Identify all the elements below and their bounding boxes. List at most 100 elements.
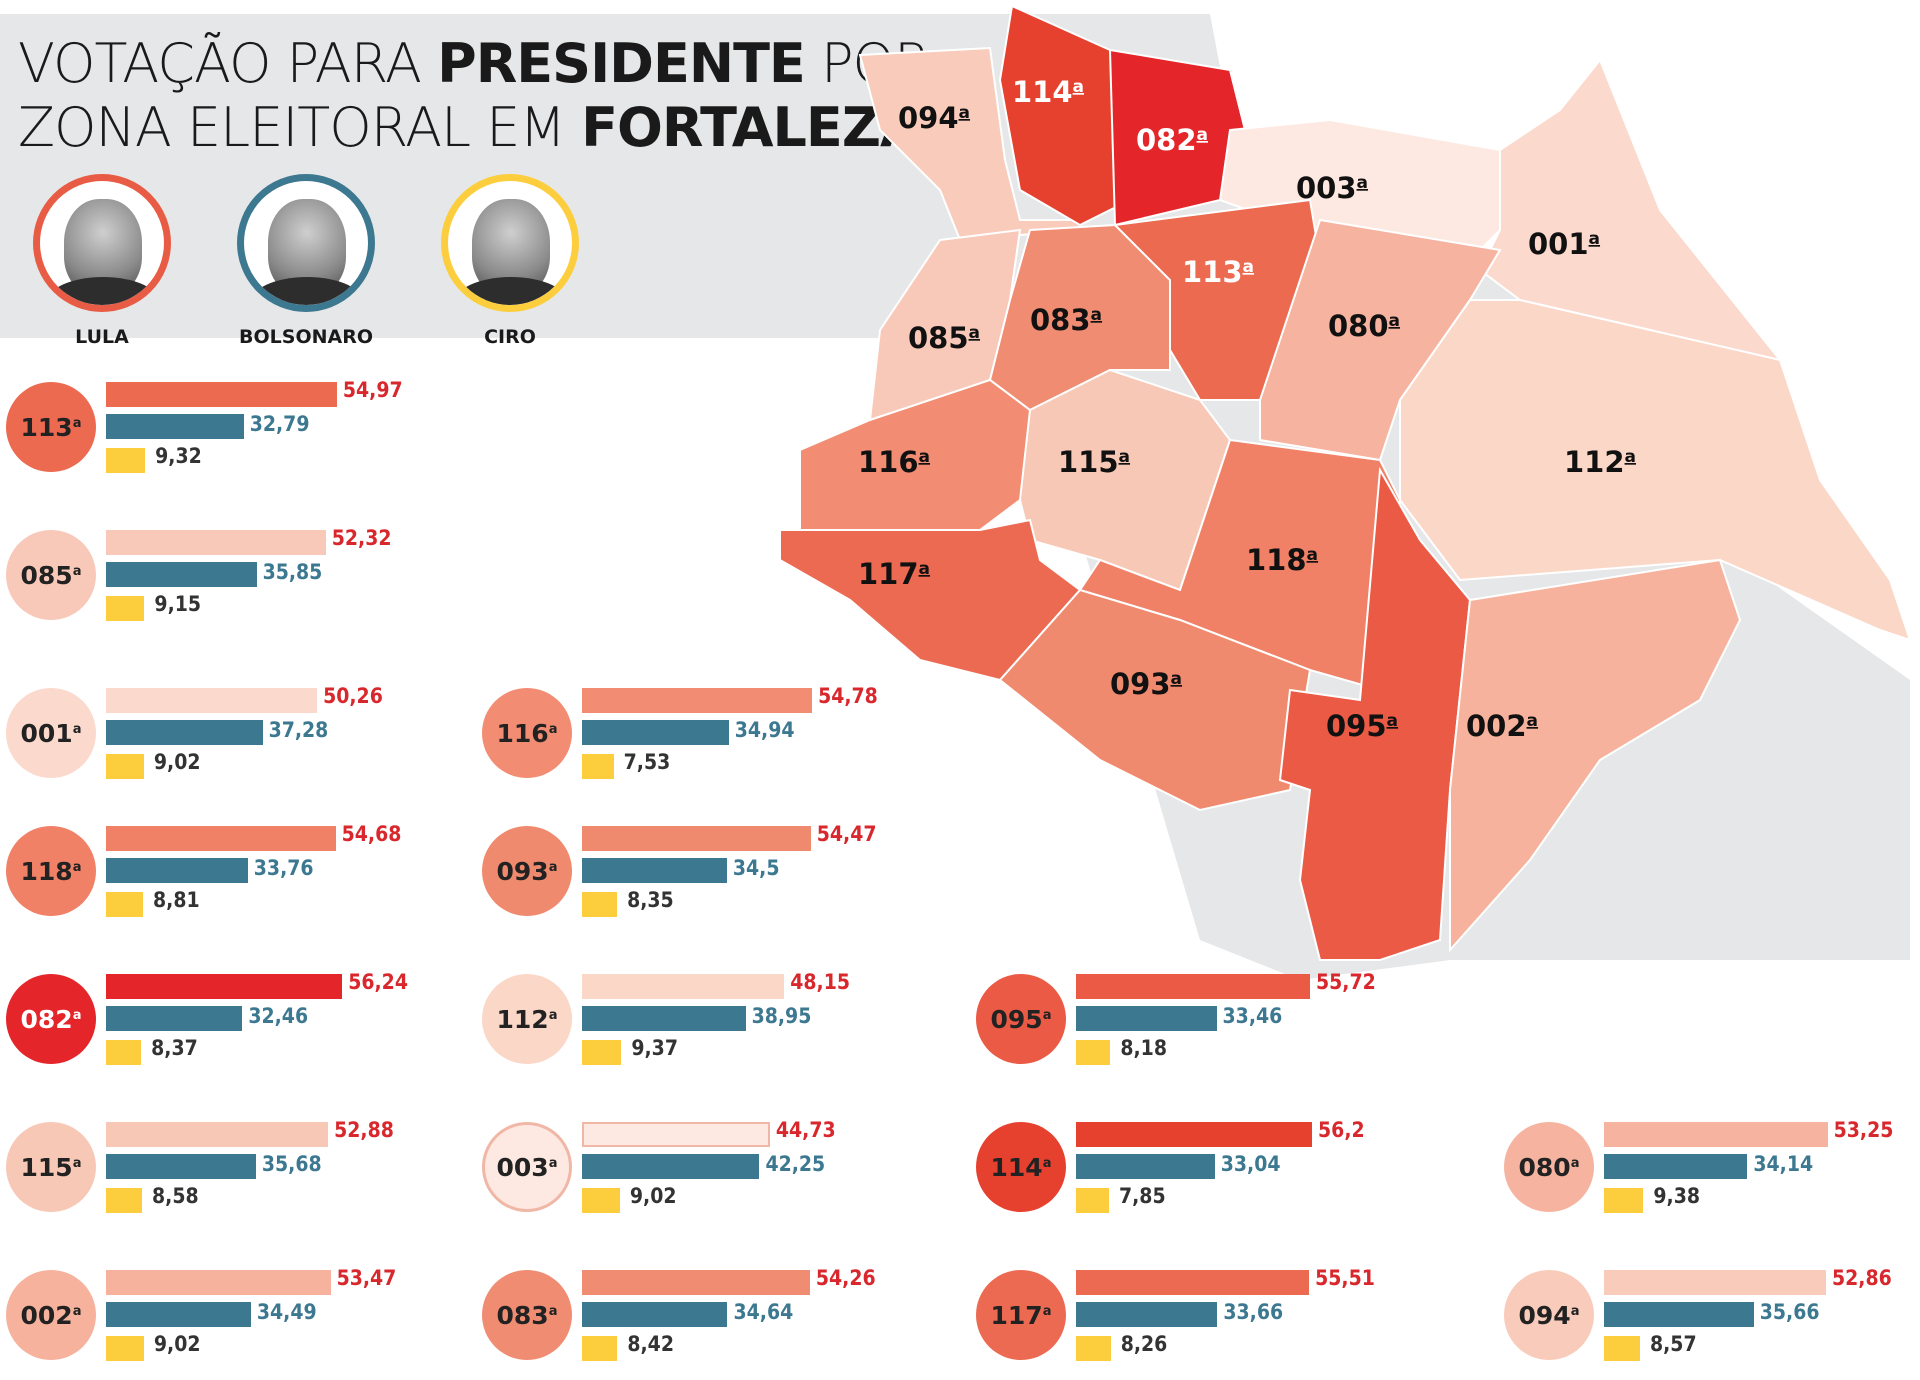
bar-bolsonaro — [106, 1154, 256, 1179]
bar-ciro — [582, 1188, 620, 1213]
bar-ciro — [106, 892, 143, 917]
value-lula: 52,32 — [331, 526, 392, 550]
value-ciro: 9,38 — [1653, 1184, 1701, 1208]
bar-ciro — [106, 596, 145, 621]
zone-badge-number: 095 — [990, 1004, 1043, 1034]
bar-lula — [582, 688, 813, 713]
bar-bolsonaro — [582, 858, 727, 883]
map-zone-label-113: 113a — [1182, 255, 1254, 289]
candidate-ciro: CIRO — [440, 174, 580, 348]
zone-badge-083: 083 a — [482, 1270, 572, 1360]
zone-badge-093: 093 a — [482, 826, 572, 916]
bar-lula — [106, 1270, 331, 1295]
bar-bolsonaro — [1076, 1006, 1217, 1031]
map-zone-label-118: 118a — [1246, 543, 1318, 577]
bolsonaro-photo-ring — [237, 174, 375, 312]
zone-113-area — [1112, 198, 1322, 401]
candidate-name-ciro: CIRO — [484, 326, 536, 348]
zone-badge-ordinal: a — [548, 859, 558, 875]
value-lula: 53,47 — [336, 1266, 397, 1290]
map-labels: 094a 114a 082a 003a 001a 085a 083a 113a 080a 116a… — [858, 75, 1636, 743]
value-bolsonaro: 38,95 — [751, 1004, 812, 1028]
zone-badge-ordinal: a — [1042, 1155, 1052, 1171]
bar-lula — [106, 974, 343, 999]
bar-ciro — [1076, 1336, 1111, 1361]
zone-chart-082: 082 a 56,24 32,46 8,37 — [6, 970, 436, 1074]
zone-112-area — [1399, 299, 1912, 642]
title-line-1-bold: PRESIDENTE — [437, 32, 806, 95]
bar-bolsonaro — [1604, 1302, 1754, 1327]
lula-photo-ring — [33, 174, 171, 312]
zone-badge-number: 113 — [20, 412, 73, 442]
map-zone-label-117: 117a — [858, 557, 930, 591]
zone-badge-number: 094 — [1518, 1300, 1571, 1330]
zone-badge-082: 082 a — [6, 974, 96, 1064]
zone-badge-number: 118 — [20, 856, 73, 886]
zone-chart-093: 093 a 54,47 34,5 8,35 — [482, 822, 912, 926]
bar-lula — [106, 688, 318, 713]
bar-lula — [582, 1270, 810, 1295]
title-line-2-normal: ZONA ELEITORAL EM — [18, 96, 582, 159]
zone-badge-113: 113 a — [6, 382, 96, 472]
title-panel: VOTAÇÃO PARA PRESIDENTE POR ZONA ELEITOR… — [0, 14, 1010, 348]
map-zone-label-085: 085a — [908, 321, 980, 355]
value-bolsonaro: 37,28 — [268, 718, 329, 742]
bar-bolsonaro — [582, 1006, 746, 1031]
zone-badge-094: 094 a — [1504, 1270, 1594, 1360]
zone-badge-number: 117 — [990, 1300, 1043, 1330]
value-lula: 44,73 — [775, 1118, 836, 1142]
bar-ciro — [582, 1336, 618, 1361]
zone-badge-ordinal: a — [548, 1007, 558, 1023]
value-ciro: 8,57 — [1649, 1332, 1697, 1356]
bar-ciro — [1604, 1188, 1644, 1213]
value-lula: 52,88 — [334, 1118, 394, 1142]
bar-lula — [582, 974, 785, 999]
value-ciro: 8,35 — [627, 888, 674, 912]
bar-bolsonaro — [582, 720, 729, 745]
bar-lula — [106, 826, 336, 851]
value-lula: 48,15 — [790, 970, 850, 994]
title-line-2: ZONA ELEITORAL EM FORTALEZA — [18, 96, 922, 159]
bar-bolsonaro — [1076, 1302, 1218, 1327]
value-lula: 54,97 — [342, 378, 403, 402]
value-lula: 54,68 — [341, 822, 402, 846]
map-zone-label-083: 083a — [1030, 303, 1102, 337]
value-lula: 55,72 — [1316, 970, 1376, 994]
map-zone-label-082: 082a — [1136, 123, 1208, 157]
value-bolsonaro: 32,46 — [248, 1004, 309, 1028]
zone-badge-number: 085 — [20, 560, 73, 590]
bar-bolsonaro — [582, 1302, 728, 1327]
map-zone-label-002: 002a — [1466, 709, 1538, 743]
value-bolsonaro: 35,85 — [262, 560, 323, 584]
value-lula: 54,47 — [816, 822, 877, 846]
bar-ciro — [106, 448, 146, 473]
zone-badge-ordinal: a — [1042, 1007, 1052, 1023]
value-lula: 55,51 — [1315, 1266, 1375, 1290]
bar-ciro — [1076, 1188, 1109, 1213]
bar-lula — [582, 1122, 770, 1147]
bar-lula — [1604, 1270, 1826, 1295]
value-ciro: 8,18 — [1120, 1036, 1167, 1060]
zone-badge-number: 112 — [496, 1004, 549, 1034]
value-bolsonaro: 33,66 — [1223, 1300, 1284, 1324]
title-line-2-bold: FORTALEZA — [581, 96, 922, 159]
bar-lula — [582, 826, 811, 851]
bar-bolsonaro — [106, 414, 244, 439]
zone-080-area — [1259, 218, 1502, 462]
zone-chart-112: 112 a 48,15 38,95 9,37 — [482, 970, 912, 1074]
zone-badge-ordinal: a — [1570, 1303, 1580, 1319]
zone-badge-117: 117 a — [976, 1270, 1066, 1360]
zone-badge-number: 093 — [496, 856, 549, 886]
map-zone-label-094: 094a — [898, 101, 970, 135]
value-bolsonaro: 33,46 — [1222, 1004, 1283, 1028]
zone-002-area — [1449, 558, 1742, 953]
value-ciro: 8,42 — [627, 1332, 674, 1356]
bar-ciro — [582, 1040, 622, 1065]
zone-badge-ordinal: a — [1570, 1155, 1580, 1171]
value-ciro: 8,58 — [152, 1184, 199, 1208]
zone-badge-ordinal: a — [72, 563, 82, 579]
value-ciro: 8,37 — [151, 1036, 198, 1060]
zone-badge-114: 114 a — [976, 1122, 1066, 1212]
zone-chart-118: 118 a 54,68 33,76 8,81 — [6, 822, 436, 926]
